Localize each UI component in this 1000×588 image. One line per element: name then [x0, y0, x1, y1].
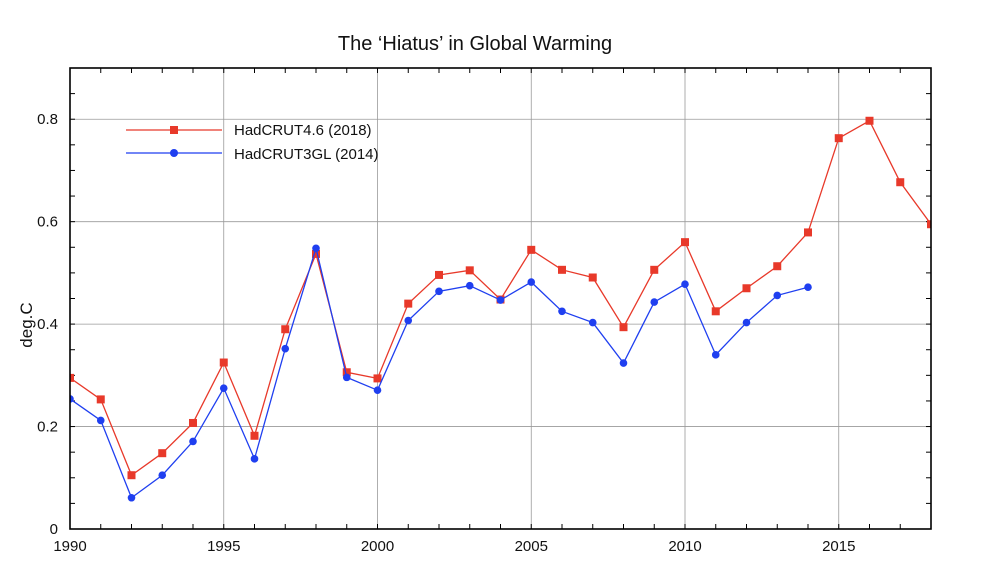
- data-point: [588, 273, 597, 282]
- y-tick-label: 0: [50, 521, 58, 538]
- data-point: [404, 316, 413, 325]
- data-point: [404, 299, 413, 308]
- chart-title: The ‘Hiatus’ in Global Warming: [338, 33, 612, 55]
- legend-label-hadcrut3gl: HadCRUT3GL (2014): [234, 146, 379, 163]
- data-point: [588, 318, 597, 327]
- x-tick-label: 2010: [668, 538, 701, 555]
- legend: HadCRUT4.6 (2018) HadCRUT3GL (2014): [126, 122, 379, 163]
- data-point: [650, 265, 659, 274]
- data-point: [70, 395, 74, 403]
- data-point: [927, 220, 931, 229]
- data-point: [219, 358, 228, 367]
- series-layer: [70, 116, 931, 502]
- legend-marker-hadcrut46: [170, 126, 178, 134]
- data-point: [219, 384, 228, 392]
- x-tick-label: 1995: [207, 538, 240, 555]
- data-point: [804, 283, 812, 292]
- data-point: [250, 455, 259, 463]
- data-point: [711, 351, 720, 359]
- data-point: [742, 318, 751, 327]
- data-point: [342, 373, 351, 382]
- data-point: [281, 344, 290, 353]
- data-point: [250, 431, 259, 440]
- data-point: [558, 265, 566, 274]
- data-point: [189, 437, 197, 446]
- data-point: [127, 493, 136, 502]
- x-tick-label: 2000: [361, 538, 394, 555]
- data-point: [158, 449, 167, 458]
- data-point: [650, 298, 659, 306]
- y-tick-label: 0.4: [37, 316, 58, 333]
- legend-label-hadcrut46: HadCRUT4.6 (2018): [234, 122, 372, 139]
- grid: [70, 68, 931, 529]
- y-tick-label: 0.6: [37, 214, 58, 231]
- data-point: [773, 262, 782, 271]
- data-point: [96, 395, 105, 404]
- x-tick-label: 2005: [515, 538, 548, 555]
- y-axis-label: deg.C: [17, 302, 36, 347]
- data-point: [681, 280, 689, 288]
- data-point: [465, 281, 474, 290]
- data-point: [435, 270, 443, 279]
- series-line-1: [70, 245, 809, 499]
- data-point: [158, 471, 167, 480]
- data-point: [312, 244, 320, 253]
- axis-ticks: 0 0.2 0.4 0.6 0.8 1990 1995 2000 2005 2010 2015: [37, 68, 931, 555]
- legend-marker-hadcrut3gl: [170, 149, 178, 157]
- data-point: [558, 307, 566, 316]
- data-point: [527, 278, 536, 286]
- data-point: [312, 249, 320, 258]
- data-point: [619, 359, 628, 367]
- data-point: [127, 471, 136, 480]
- data-point: [711, 307, 720, 316]
- data-point: [773, 291, 782, 300]
- data-point: [865, 116, 874, 125]
- data-point: [527, 245, 536, 254]
- data-point: [496, 296, 505, 304]
- plot-frame: [69, 67, 932, 530]
- data-point: [281, 325, 290, 334]
- data-point: [70, 373, 74, 382]
- data-point: [373, 374, 382, 383]
- data-point: [373, 386, 382, 394]
- data-point: [681, 238, 689, 247]
- data-point: [465, 266, 474, 275]
- x-tick-label: 2015: [822, 538, 855, 555]
- data-point: [834, 134, 843, 143]
- data-point: [619, 323, 628, 332]
- x-tick-label: 1990: [53, 538, 86, 555]
- data-point: [435, 287, 443, 296]
- data-point: [742, 284, 751, 293]
- y-tick-label: 0.2: [37, 419, 58, 436]
- data-point: [96, 416, 105, 425]
- data-point: [804, 228, 812, 237]
- y-tick-label: 0.8: [37, 111, 58, 128]
- data-point: [189, 418, 197, 427]
- data-point: [342, 368, 351, 377]
- data-point: [896, 178, 905, 187]
